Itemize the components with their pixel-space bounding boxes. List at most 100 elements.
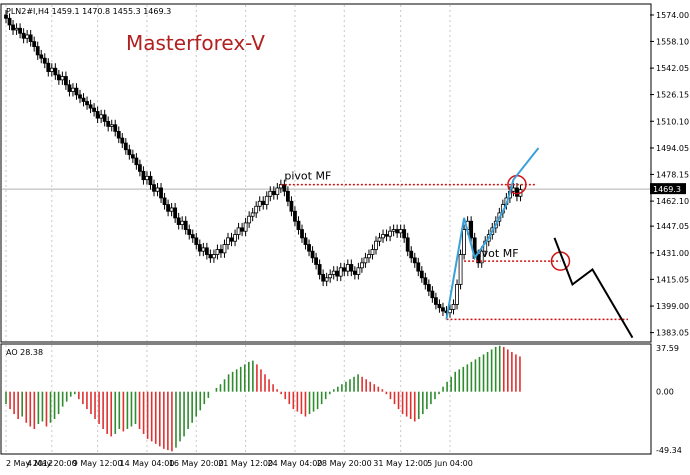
candle-body (430, 290, 435, 299)
candle-body (511, 187, 516, 192)
candle-body (455, 284, 459, 305)
candle-body (53, 67, 58, 76)
candle-body (99, 114, 104, 119)
candle-body (345, 264, 350, 272)
candle-body (412, 257, 417, 264)
candle-body (4, 14, 8, 19)
main-panel-frame (0, 3, 652, 343)
candle-body (134, 157, 139, 166)
candle-body (130, 154, 135, 159)
candle-body (88, 104, 93, 109)
candle-body (14, 27, 19, 31)
candle-body (240, 227, 244, 232)
candle-body (148, 175, 153, 186)
candle-body (71, 87, 75, 92)
candle-body (49, 67, 54, 72)
candle-body (370, 249, 375, 255)
candle-body (451, 304, 456, 310)
chart-header: PLN2#I,H4 1459.1 1470.8 1455.3 1469.3 (6, 7, 171, 16)
candle-body (307, 244, 311, 252)
y-tick-label: 1526.15 (656, 91, 689, 100)
candle-body (162, 197, 167, 206)
candle-body (113, 124, 118, 132)
candle-body (374, 240, 378, 250)
candle-body (367, 254, 371, 259)
candle-body (141, 170, 146, 181)
ao-y-tick-label: 37.59 (656, 344, 679, 353)
candle-body (67, 84, 72, 92)
candle-body (328, 274, 333, 279)
candle-body (212, 254, 216, 259)
current-price-box (650, 183, 686, 195)
wave-path-blue (445, 147, 540, 320)
candle-body (469, 220, 474, 239)
candle-body (377, 237, 382, 242)
y-tick-label: 1447.05 (656, 222, 689, 231)
forecast-path (553, 237, 634, 339)
candle-body (434, 297, 438, 305)
candle-body (81, 97, 86, 102)
candle-body (176, 217, 181, 225)
candle-body (120, 137, 125, 144)
candle-body (261, 200, 266, 206)
candle-body (409, 250, 414, 259)
y-tick-label: 1478.15 (656, 170, 689, 179)
candle-body (46, 62, 51, 72)
candle-body (363, 257, 368, 264)
candle-body (381, 234, 385, 239)
watermark: Masterforex-V (126, 31, 265, 55)
candle-body (338, 267, 343, 277)
y-tick-label: 1542.05 (656, 64, 689, 73)
candle-body (215, 249, 220, 255)
candle-body (78, 94, 82, 99)
pivot-label-upper: pivot MF (284, 170, 331, 183)
x-tick-label: 24 May 04:00 (268, 459, 323, 468)
x-tick-label: 16 May 20:00 (169, 459, 224, 468)
candle-body (11, 24, 15, 31)
candle-body (314, 257, 318, 265)
candle-body (197, 244, 202, 252)
x-tick-label: 21 May 12:00 (218, 459, 273, 468)
pivot-label-lower: pivot MF (472, 247, 519, 260)
candle-body (138, 164, 142, 172)
candle-body (201, 247, 206, 252)
candle-body (402, 229, 407, 239)
candle-body (419, 270, 424, 279)
candle-body (145, 175, 149, 181)
candle-body (204, 247, 209, 255)
y-tick-label: 1399.00 (656, 302, 689, 311)
candle-body (388, 230, 392, 237)
candle-body (229, 237, 234, 242)
ao-header: AO 28.38 (6, 348, 43, 357)
candle-body (109, 124, 114, 127)
candle-body (479, 250, 484, 264)
candle-body (416, 262, 421, 272)
candle-body (331, 270, 336, 275)
candle-body (187, 229, 192, 235)
candle-body (257, 200, 262, 207)
candle-body (208, 254, 213, 259)
y-tick-label: 1415.05 (656, 275, 689, 284)
candle-body (398, 229, 403, 234)
candle-body (95, 111, 100, 119)
candle-body (423, 277, 428, 285)
candle-body (282, 184, 287, 192)
candle-body (7, 17, 12, 26)
y-tick-label: 1462.10 (656, 197, 689, 206)
candle-body (102, 114, 107, 122)
candle-body (159, 187, 163, 199)
candle-body (303, 237, 308, 245)
current-price-label: 1469.3 (653, 185, 681, 194)
candle-body (190, 234, 195, 239)
candle-body (18, 27, 22, 34)
candle-body (264, 195, 269, 206)
candle-body (275, 187, 280, 196)
candle-body (74, 87, 79, 96)
candle-body (349, 264, 354, 272)
candle-body (352, 270, 357, 275)
y-tick-label: 1431.00 (656, 249, 689, 258)
candle-body (56, 74, 61, 81)
